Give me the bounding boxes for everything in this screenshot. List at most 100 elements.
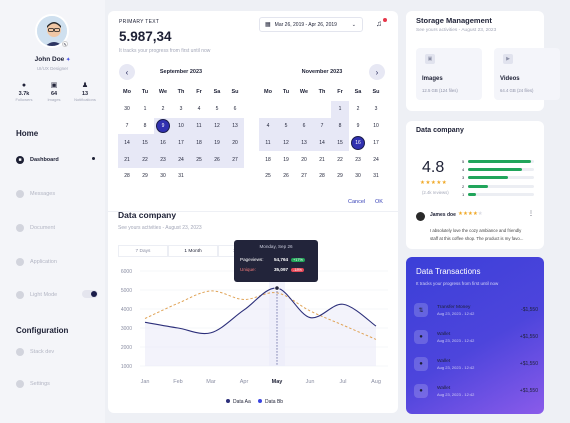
- calendar-day[interactable]: 11: [190, 117, 208, 135]
- bell-icon[interactable]: ♫: [376, 19, 382, 28]
- calendar-day[interactable]: 25: [190, 151, 208, 168]
- stat-images[interactable]: ▣ 64 Images: [39, 82, 69, 102]
- calendar-day[interactable]: 20: [301, 156, 307, 163]
- tab-7-days[interactable]: 7 Days: [118, 245, 168, 257]
- calendar-day[interactable]: 4: [259, 117, 277, 135]
- calendar-day[interactable]: 24: [373, 156, 379, 163]
- calendar-day[interactable]: 3: [374, 106, 378, 113]
- rating-reviews-count: (2.4k reviews): [422, 190, 449, 195]
- calendar-day[interactable]: 6: [233, 106, 237, 113]
- calendar-day[interactable]: 23: [355, 156, 361, 163]
- calendar-day[interactable]: 4: [197, 106, 201, 113]
- calendar-day[interactable]: 30: [355, 173, 361, 180]
- calendar-day[interactable]: 2: [356, 106, 360, 113]
- calendar-day[interactable]: 1: [143, 106, 147, 113]
- nav-settings[interactable]: Settings: [16, 378, 50, 390]
- transaction-item[interactable]: ⇅ Transfer Money Aug 23, 2023 - 12:42 -$1…: [414, 300, 538, 320]
- star-icon: ★: [425, 180, 431, 186]
- calendar-day[interactable]: 24: [172, 151, 190, 168]
- calendar-day[interactable]: 26: [208, 151, 226, 168]
- light-mode-toggle[interactable]: [82, 290, 98, 298]
- tab-1-month[interactable]: 1 Month: [168, 245, 218, 257]
- nav-light-mode[interactable]: Light Mode: [16, 289, 57, 301]
- calendar-day[interactable]: 2: [161, 106, 165, 113]
- calendar-day[interactable]: 30: [160, 173, 166, 180]
- calendar-day[interactable]: 9: [154, 117, 172, 135]
- calendar-day[interactable]: 30: [124, 106, 130, 113]
- calendar-day[interactable]: 5: [215, 106, 219, 113]
- calendar-day[interactable]: 13: [226, 117, 244, 135]
- calendar-ok-button[interactable]: OK: [375, 199, 383, 205]
- calendar-day[interactable]: 25: [265, 173, 271, 180]
- calendar-day[interactable]: 6: [295, 117, 313, 135]
- calendar-day[interactable]: 29: [142, 173, 148, 180]
- calendar-day[interactable]: 16: [154, 134, 172, 152]
- transaction-item[interactable]: ● Wallet Aug 23, 2023 - 12:42 +$1,550: [414, 327, 538, 347]
- rating-score: 4.8: [422, 159, 445, 176]
- more-icon[interactable]: ⋮: [528, 211, 534, 217]
- avatar-edit-icon[interactable]: ✎: [62, 41, 68, 47]
- calendar-day[interactable]: 19: [208, 134, 226, 152]
- calendar-day[interactable]: 21: [118, 151, 136, 168]
- calendar-day[interactable]: 8: [331, 117, 349, 135]
- folder-videos[interactable]: ▶ Videos 64.4 GB (24 files): [494, 48, 560, 100]
- stat-notifications[interactable]: ♟ 13 Notifications: [70, 82, 100, 102]
- calendar-day[interactable]: 14: [118, 134, 136, 152]
- calendar-day[interactable]: 3: [179, 106, 183, 113]
- nav-application[interactable]: Application: [16, 256, 57, 268]
- calendar-day[interactable]: 21: [319, 156, 325, 163]
- calendar-day[interactable]: 12: [277, 134, 295, 152]
- calendar-day[interactable]: 18: [265, 156, 271, 163]
- calendar-day[interactable]: 15: [331, 134, 349, 152]
- calendar-next-button[interactable]: ›: [369, 64, 385, 80]
- calendar-day[interactable]: 9: [356, 122, 360, 129]
- calendar-day[interactable]: 14: [313, 134, 331, 152]
- calendar-day[interactable]: 27: [301, 173, 307, 180]
- calendar-day[interactable]: 28: [319, 173, 325, 180]
- calendar-day[interactable]: 26: [283, 173, 289, 180]
- calendar-empty: [313, 101, 331, 118]
- nav-dashboard[interactable]: ■ Dashboard: [16, 154, 59, 166]
- transaction-item[interactable]: ● Wallet Aug 23, 2023 - 12:42 +$1,550: [414, 354, 538, 374]
- calendar-day[interactable]: 13: [295, 134, 313, 152]
- calendar-day[interactable]: 27: [226, 151, 244, 168]
- calendar-day[interactable]: 11: [259, 134, 277, 152]
- calendar-day[interactable]: 7: [313, 117, 331, 135]
- calendar-day[interactable]: 20: [226, 134, 244, 152]
- rating-title: Data company: [416, 127, 464, 134]
- calendar-day[interactable]: 17: [373, 139, 379, 146]
- calendar-day[interactable]: 18: [190, 134, 208, 152]
- calendar-day[interactable]: 10: [172, 117, 190, 135]
- profile-name: John Doe ✦: [34, 56, 71, 63]
- calendar-day[interactable]: 31: [178, 173, 184, 180]
- calendar-day[interactable]: 10: [373, 122, 379, 129]
- folder-images[interactable]: ▣ Images 12.5 GB (124 files): [416, 48, 482, 100]
- calendar-day[interactable]: 29: [337, 173, 343, 180]
- transaction-item[interactable]: ● Wallet Aug 23, 2023 - 12:42 +$1,550: [414, 381, 538, 401]
- calendar-day[interactable]: 31: [373, 173, 379, 180]
- calendar-day[interactable]: 7: [125, 122, 129, 129]
- calendar-day[interactable]: 15: [136, 134, 154, 152]
- calendar-day[interactable]: 1: [331, 100, 349, 118]
- nav-document[interactable]: Document: [16, 222, 55, 234]
- calendar-day[interactable]: 17: [172, 134, 190, 152]
- stat-followers[interactable]: ● 3.7k Followers: [9, 82, 39, 102]
- calendar-cancel-button[interactable]: Cancel: [348, 199, 366, 205]
- calendar-day[interactable]: 16: [349, 134, 367, 151]
- date-range-select[interactable]: ▦ Mar 26, 2019 - Apr 26, 2019 ⌄: [259, 17, 363, 32]
- nav-messages[interactable]: Messages: [16, 188, 55, 200]
- x-tick-label: May: [272, 379, 284, 385]
- calendar-prev-button[interactable]: ‹: [119, 64, 135, 80]
- calendar-day[interactable]: 22: [136, 151, 154, 168]
- calendar-day[interactable]: 5: [277, 117, 295, 135]
- calendar-day[interactable]: 28: [124, 173, 130, 180]
- avatar[interactable]: [35, 14, 69, 48]
- calendar-day[interactable]: 22: [337, 156, 343, 163]
- rating-breakdown: 5 4 3 2 1: [462, 157, 535, 199]
- weekday-label: Tu: [141, 89, 149, 96]
- nav-stack-dev[interactable]: Stack dev: [16, 346, 54, 358]
- calendar-day[interactable]: 8: [143, 122, 147, 129]
- calendar-day[interactable]: 12: [208, 117, 226, 135]
- calendar-day[interactable]: 23: [154, 151, 172, 168]
- calendar-day[interactable]: 19: [283, 156, 289, 163]
